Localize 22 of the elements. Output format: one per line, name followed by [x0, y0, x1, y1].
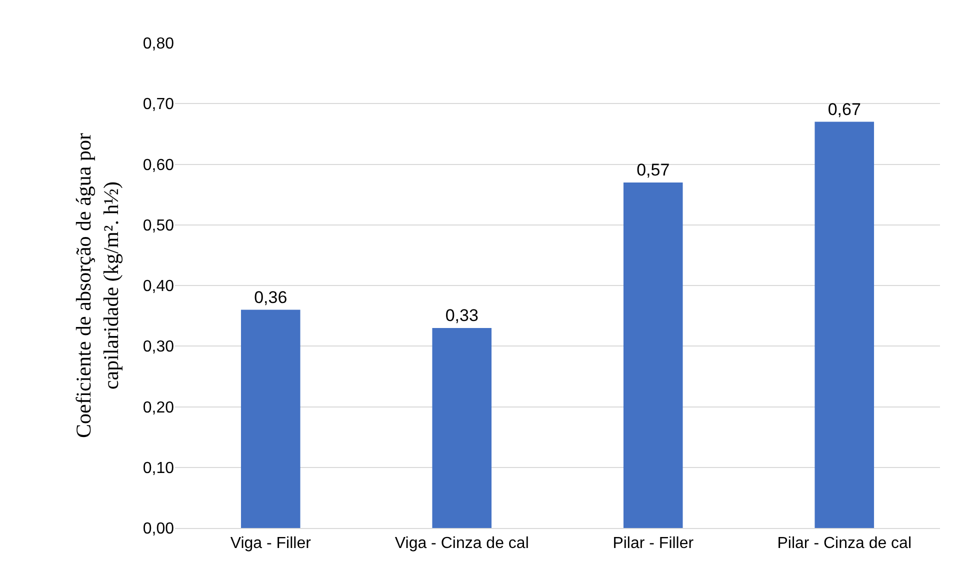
y-tick-label: 0,80 — [142, 36, 174, 53]
y-tick-label: 0,60 — [142, 156, 174, 174]
data-label: 0,67 — [828, 100, 861, 119]
x-tick-label: Pilar - Cinza de cal — [777, 535, 912, 552]
y-tick-label: 0,70 — [142, 96, 174, 114]
bar — [814, 122, 874, 528]
y-tick-label: 0,10 — [142, 460, 174, 477]
y-tick-label: 0,40 — [142, 278, 174, 296]
x-tick-label: Pilar - Filler — [612, 535, 694, 552]
data-label: 0,57 — [636, 160, 670, 180]
y-axis-title: Coeficiente de absorção de água por capilaridade (kg/m². h½) — [72, 133, 124, 438]
y-tick-label: 0,20 — [142, 399, 174, 416]
data-label: 0,33 — [445, 306, 478, 325]
data-label: 0,36 — [254, 288, 288, 307]
x-tick-label: Viga - Cinza de cal — [394, 535, 529, 552]
bar — [623, 182, 683, 528]
bar — [240, 310, 300, 528]
y-tick-label: 0,50 — [142, 217, 174, 234]
bar — [432, 328, 492, 528]
y-tick-label: 0,30 — [142, 338, 174, 356]
x-tick-label: Viga - Filler — [230, 535, 312, 552]
y-tick-label: 0,00 — [142, 520, 174, 538]
